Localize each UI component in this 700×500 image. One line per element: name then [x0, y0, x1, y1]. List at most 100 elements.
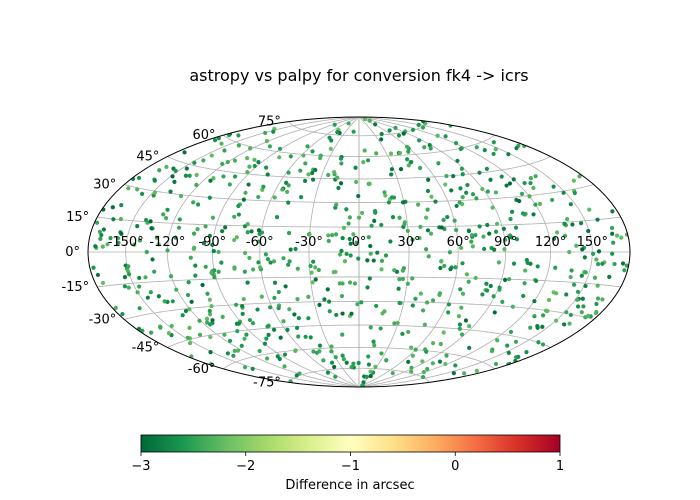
data-point — [401, 131, 406, 136]
data-point — [425, 366, 430, 372]
data-point — [491, 151, 496, 157]
data-point — [183, 308, 189, 314]
data-point — [379, 222, 384, 228]
data-point — [359, 300, 364, 305]
data-point — [430, 298, 436, 303]
data-point — [293, 246, 298, 252]
data-point — [536, 340, 541, 345]
data-point — [311, 177, 316, 182]
data-point — [568, 202, 573, 207]
data-point — [208, 350, 213, 355]
data-point — [246, 182, 251, 187]
data-point — [457, 322, 463, 327]
data-point — [624, 263, 629, 268]
data-point — [595, 217, 600, 222]
data-point — [329, 360, 335, 365]
data-point — [366, 362, 371, 367]
data-point — [365, 285, 370, 290]
lat-tick-label: 15° — [66, 210, 89, 225]
data-point — [496, 260, 502, 265]
data-point — [430, 361, 435, 366]
data-point — [406, 329, 411, 335]
colorbar-gradient — [140, 434, 561, 453]
data-point — [339, 161, 344, 166]
data-point — [356, 256, 361, 261]
data-point — [469, 239, 474, 244]
data-point — [234, 235, 239, 240]
data-point — [332, 169, 337, 175]
data-point — [567, 250, 572, 255]
data-point — [424, 215, 429, 220]
data-point — [310, 280, 315, 285]
data-point — [464, 190, 469, 195]
data-point — [493, 190, 499, 195]
data-point — [424, 300, 430, 305]
data-point — [338, 181, 344, 186]
data-point — [119, 203, 124, 208]
data-point — [390, 214, 396, 220]
data-point — [222, 332, 227, 337]
data-point — [352, 281, 358, 286]
data-point — [255, 307, 260, 312]
data-point — [210, 318, 215, 323]
data-point — [193, 273, 198, 278]
data-point — [306, 316, 311, 321]
data-point — [528, 176, 533, 181]
data-point — [189, 299, 194, 304]
data-point — [100, 280, 106, 286]
data-point — [100, 244, 105, 249]
data-point — [500, 299, 505, 304]
data-point — [427, 143, 432, 148]
data-point — [406, 359, 411, 364]
data-point — [425, 188, 431, 194]
data-point — [242, 269, 247, 274]
data-point — [326, 238, 331, 244]
data-point — [473, 275, 478, 281]
data-point — [122, 274, 128, 280]
data-point — [296, 334, 301, 339]
data-point — [341, 357, 346, 362]
data-point — [340, 332, 345, 337]
data-point — [330, 233, 335, 238]
data-point — [268, 260, 273, 265]
data-point — [397, 215, 402, 220]
data-point — [511, 261, 517, 266]
lon-tick-label: -30° — [295, 235, 323, 250]
data-point — [235, 348, 241, 353]
data-point — [509, 235, 514, 240]
data-point — [507, 277, 512, 282]
data-point — [126, 264, 131, 269]
data-point — [416, 122, 421, 127]
data-point — [329, 349, 334, 354]
data-point — [485, 288, 490, 293]
data-point — [418, 224, 423, 229]
data-point — [459, 166, 465, 171]
data-point — [416, 202, 421, 207]
data-point — [137, 275, 142, 281]
data-point — [351, 361, 356, 366]
data-point — [420, 359, 425, 364]
data-point — [400, 268, 405, 273]
data-point — [460, 172, 465, 177]
data-point — [462, 371, 467, 376]
data-point — [267, 144, 273, 149]
data-point — [210, 242, 215, 247]
lat-tick-label: -75° — [253, 375, 281, 390]
data-point — [451, 370, 456, 376]
data-point — [467, 345, 472, 350]
data-point — [367, 276, 372, 281]
data-point — [347, 215, 352, 220]
data-point — [545, 308, 550, 314]
data-point — [535, 264, 540, 269]
data-point — [406, 163, 411, 168]
data-point — [497, 285, 502, 290]
lon-tick-label: 0° — [352, 235, 367, 250]
data-point — [532, 314, 537, 319]
data-point — [236, 143, 241, 148]
data-point — [365, 258, 370, 263]
data-point — [341, 225, 347, 230]
data-point — [361, 380, 366, 385]
data-point — [169, 323, 174, 329]
data-point — [398, 167, 404, 172]
data-point — [533, 278, 539, 283]
